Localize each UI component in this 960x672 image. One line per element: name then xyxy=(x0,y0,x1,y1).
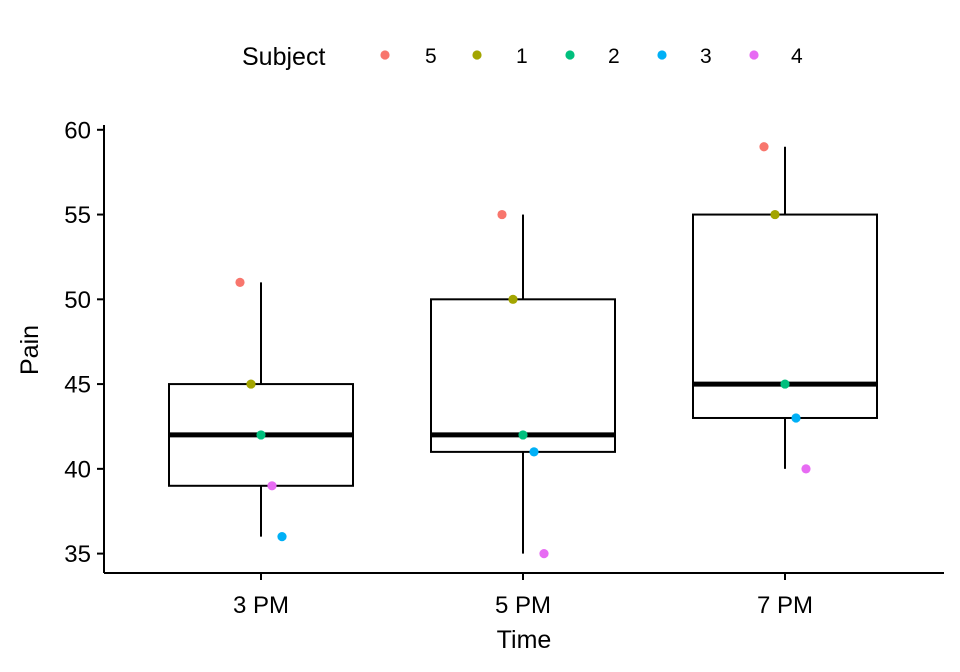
data-point-subject-3 xyxy=(529,447,539,457)
x-tick-label: 5 PM xyxy=(495,592,551,619)
y-tick-label: 40 xyxy=(64,456,91,483)
y-axis: 35 40 45 50 55 60 xyxy=(64,117,105,573)
data-point-subject-4 xyxy=(539,549,549,559)
legend-item-2: 2 xyxy=(565,45,620,68)
data-point-subject-4 xyxy=(801,464,811,474)
legend-item-3: 3 xyxy=(657,45,712,68)
y-tick-label: 60 xyxy=(64,117,91,144)
y-tick-label: 50 xyxy=(64,287,91,314)
box-iqr xyxy=(430,298,616,453)
legend-key xyxy=(565,50,575,60)
y-tick-label: 55 xyxy=(64,202,91,229)
legend-label: 1 xyxy=(516,45,528,68)
box-7-pm xyxy=(692,146,878,469)
legend-label: 4 xyxy=(791,45,803,68)
data-point-subject-4 xyxy=(267,481,277,491)
legend-key xyxy=(380,50,390,60)
legend-items: 5 1 2 3 4 xyxy=(380,45,803,68)
x-tick-label: 7 PM xyxy=(757,592,813,619)
legend: Subject 5 1 2 3 4 xyxy=(242,43,803,71)
data-point-subject-3 xyxy=(791,413,801,423)
data-point-subject-2 xyxy=(518,430,528,440)
y-tick-label: 45 xyxy=(64,372,91,399)
data-point-subject-5 xyxy=(759,142,769,152)
data-point-subject-2 xyxy=(256,430,266,440)
data-points xyxy=(235,142,811,559)
x-tick-label: 3 PM xyxy=(233,592,289,619)
y-tick-label: 35 xyxy=(64,541,91,568)
x-axis: 3 PM 5 PM 7 PM xyxy=(104,572,944,619)
data-point-subject-1 xyxy=(508,294,518,304)
legend-title: Subject xyxy=(242,43,325,71)
box-3-pm xyxy=(168,282,354,537)
legend-label: 5 xyxy=(425,45,437,68)
plot-area xyxy=(168,142,878,559)
data-point-subject-1 xyxy=(246,379,256,389)
legend-item-4: 4 xyxy=(749,45,803,68)
data-point-subject-5 xyxy=(235,277,245,287)
x-axis-title: Time xyxy=(497,626,552,654)
box-5-pm xyxy=(430,214,616,554)
legend-item-1: 1 xyxy=(472,45,528,68)
legend-item-5: 5 xyxy=(380,45,437,68)
legend-key xyxy=(749,50,759,60)
data-point-subject-1 xyxy=(770,209,780,220)
legend-label: 3 xyxy=(700,45,712,68)
data-point-subject-3 xyxy=(277,532,287,542)
legend-label: 2 xyxy=(608,45,620,68)
data-point-subject-2 xyxy=(780,379,790,389)
data-point-subject-5 xyxy=(497,209,507,220)
legend-key xyxy=(657,50,667,60)
legend-key xyxy=(472,50,482,60)
boxes xyxy=(168,146,878,554)
y-axis-title: Pain xyxy=(16,325,44,375)
